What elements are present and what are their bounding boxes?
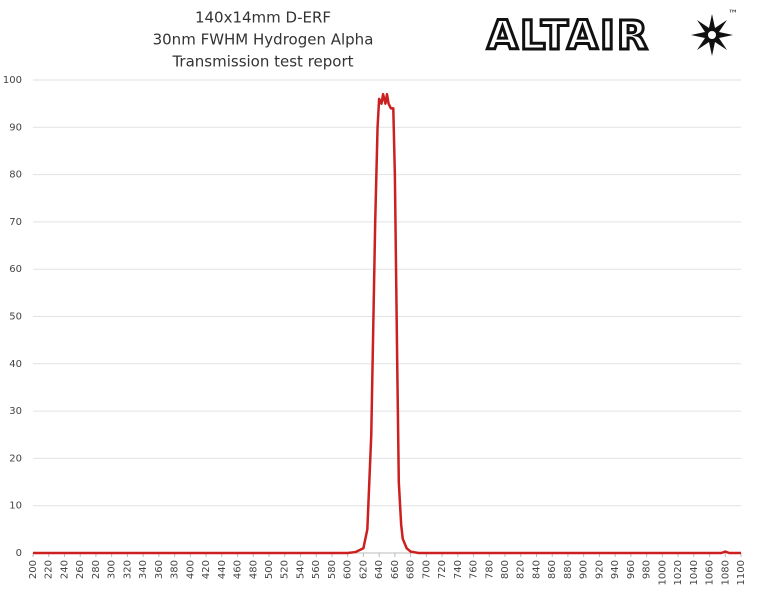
x-tick-label: 320 bbox=[122, 560, 133, 579]
x-tick-label: 280 bbox=[91, 560, 102, 579]
x-tick-label: 1060 bbox=[705, 560, 716, 585]
x-tick-label: 1080 bbox=[720, 560, 731, 585]
x-tick-label: 480 bbox=[248, 560, 259, 579]
x-tick-label: 880 bbox=[563, 560, 574, 579]
x-tick-label: 520 bbox=[280, 560, 291, 579]
x-tick-label: 800 bbox=[500, 560, 511, 579]
x-tick-label: 900 bbox=[579, 560, 590, 579]
x-tick-label: 980 bbox=[642, 560, 653, 579]
x-tick-label: 660 bbox=[390, 560, 401, 579]
chart-title: 30nm FWHM Hydrogen Alpha bbox=[153, 31, 374, 49]
y-tick-label: 70 bbox=[9, 217, 22, 228]
y-tick-label: 30 bbox=[9, 406, 22, 417]
x-tick-label: 560 bbox=[311, 560, 322, 579]
x-tick-label: 440 bbox=[217, 560, 228, 579]
x-tick-label: 700 bbox=[421, 560, 432, 579]
trademark: ™ bbox=[728, 9, 738, 20]
x-tick-label: 620 bbox=[358, 560, 369, 579]
x-tick-label: 1100 bbox=[736, 560, 747, 585]
logo-star-center bbox=[708, 31, 716, 39]
x-tick-label: 1020 bbox=[673, 560, 684, 585]
y-tick-label: 0 bbox=[16, 548, 22, 559]
x-tick-label: 540 bbox=[295, 560, 306, 579]
x-tick-label: 300 bbox=[107, 560, 118, 579]
x-tick-label: 600 bbox=[343, 560, 354, 579]
x-tick-label: 720 bbox=[437, 560, 448, 579]
x-tick-label: 920 bbox=[594, 560, 605, 579]
line bbox=[33, 92, 741, 555]
x-tick-label: 740 bbox=[453, 560, 464, 579]
x-tick-label: 940 bbox=[610, 560, 621, 579]
x-tick-label: 860 bbox=[547, 560, 558, 579]
logo: ALTAIR ™ bbox=[486, 9, 739, 61]
x-tick-label: 580 bbox=[327, 560, 338, 579]
y-tick-label: 20 bbox=[9, 453, 22, 464]
y-tick-label: 80 bbox=[9, 170, 22, 181]
x-tick-label: 420 bbox=[201, 560, 212, 579]
x-tick-label: 680 bbox=[406, 560, 417, 579]
logo-text: ALTAIR bbox=[487, 13, 650, 59]
x-tick-label: 220 bbox=[44, 560, 55, 579]
x-tick-label: 640 bbox=[374, 560, 385, 579]
chart-title: Transmission test report bbox=[171, 53, 353, 71]
x-tick-label: 200 bbox=[28, 560, 39, 579]
chart-title: 140x14mm D-ERF bbox=[195, 9, 331, 27]
y-tick-label: 10 bbox=[9, 501, 22, 512]
y-tick-label: 100 bbox=[3, 75, 22, 86]
x-tick-label: 780 bbox=[484, 560, 495, 579]
x-tick-label: 380 bbox=[170, 560, 181, 579]
x-tick-label: 960 bbox=[626, 560, 637, 579]
x-tick-label: 460 bbox=[233, 560, 244, 579]
x-tick-label: 1040 bbox=[689, 560, 700, 585]
x-tick-label: 400 bbox=[185, 560, 196, 579]
y-tick-label: 40 bbox=[9, 359, 22, 370]
y-tick-label: 50 bbox=[9, 312, 22, 323]
x-tick-label: 260 bbox=[75, 560, 86, 579]
x-tick-label: 1000 bbox=[657, 560, 668, 585]
y-tick-label: 60 bbox=[9, 264, 22, 275]
x-tick-label: 340 bbox=[138, 560, 149, 579]
x-tick-label: 840 bbox=[531, 560, 542, 579]
x-tick-label: 360 bbox=[154, 560, 165, 579]
x-tick-label: 240 bbox=[59, 560, 70, 579]
y-tick-label: 90 bbox=[9, 122, 22, 133]
x-tick-label: 500 bbox=[264, 560, 275, 579]
x-tick-label: 820 bbox=[516, 560, 527, 579]
x-tick-label: 760 bbox=[469, 560, 480, 579]
